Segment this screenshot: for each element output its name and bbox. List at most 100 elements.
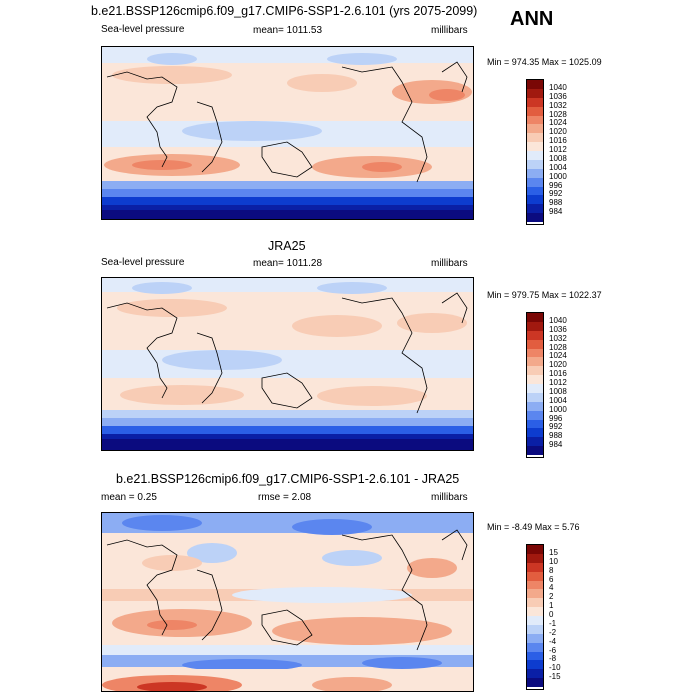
panel3-map [101, 512, 474, 692]
panel1-colorbar-tick-label: 996 [549, 180, 563, 190]
panel2-colorbar-bin [527, 446, 543, 455]
panel2-colorbar-tick-label: 1036 [549, 324, 567, 334]
panel3-colorbar-tick-label: 2 [549, 592, 554, 602]
panel1-colorbar-tick-label: 992 [549, 189, 563, 199]
panel3-colorbar-tick-label: 1 [549, 601, 554, 611]
panel3-colorbar-bin [527, 678, 543, 687]
panel3-colorbar-bin [527, 669, 543, 679]
panel2-colorbar-bin [527, 410, 543, 420]
panel1-colorbar-bin [527, 213, 543, 222]
panel1-colorbar-bin [527, 195, 543, 205]
panel3-colorbar-bin [527, 624, 543, 634]
panel1-colorbar-bin [527, 115, 543, 125]
panel1-colorbar-tick-label: 1020 [549, 127, 567, 137]
panel2-colorbar-bin [527, 375, 543, 384]
panel3-colorbar-bin [527, 651, 543, 661]
panel1-colorbar-tick-label: 1032 [549, 100, 567, 110]
panel2-colorbar-bin [527, 392, 543, 402]
panel1-colorbar-tick-label: 1000 [549, 171, 567, 181]
panel2-colorbar-bin [527, 348, 543, 358]
panel2-colorbar-bin [527, 419, 543, 429]
panel3-colorbar-bin [527, 580, 543, 590]
panel1-colorbar-tick-label: 1016 [549, 136, 567, 146]
panel3-minmax: Min = -8.49 Max = 5.76 [487, 522, 580, 532]
panel3-colorbar-tick-label: 10 [549, 556, 558, 566]
panel2-colorbar-bin [527, 384, 543, 393]
panel2-colorbar-bin [527, 366, 543, 376]
panel3-colorbar-tick-label: 15 [549, 547, 558, 557]
panel3-colorbar-bin [527, 545, 543, 554]
panel2-colorbar-bin [527, 321, 543, 331]
panel1-colorbar-tick-label: 1008 [549, 153, 567, 163]
panel1-colorbar-bin [527, 133, 543, 143]
panel3-colorbar-bin [527, 553, 543, 563]
panel3-colorbar-tick-label: -1 [549, 618, 557, 628]
panel3-colorbar-tick-label: -15 [549, 672, 561, 682]
panel3-colorbar-bin [527, 607, 543, 616]
panel2-title: JRA25 [268, 239, 306, 253]
panel3-colorbar-bin [527, 562, 543, 572]
panel1-colorbar-tick-label: 1040 [549, 82, 567, 92]
panel1-colorbar-tick-label: 1012 [549, 145, 567, 154]
panel3-colorbar-tick-label: -8 [549, 654, 557, 664]
panel3-colorbar-tick-label: -6 [549, 645, 557, 655]
panel2-colorbar-tick-label: 1004 [549, 395, 567, 405]
panel1-minmax: Min = 974.35 Max = 1025.09 [487, 57, 602, 67]
panel3-colorbar-tick-label: -10 [549, 663, 561, 673]
panel3-colorbar-bin [527, 616, 543, 625]
panel1-colorbar-bin [527, 80, 543, 89]
panel1-colorbar-tick-label: 1036 [549, 91, 567, 101]
panel3-colorbar-bin [527, 571, 543, 581]
panel2-colorbar-tick-label: 984 [549, 440, 563, 450]
panel1-colorbar-bin [527, 142, 543, 151]
panel2-colorbar-tick-label: 1000 [549, 404, 567, 414]
panel1-colorbar-bin [527, 97, 543, 107]
panel3-colorbar [526, 544, 544, 690]
panel2-map [101, 277, 474, 451]
panel1-colorbar-tick-label: 1028 [549, 109, 567, 119]
panel3-colorbar-tick-label: 4 [549, 583, 554, 593]
panel1-colorbar-tick-label: 988 [549, 198, 563, 208]
panel1-colorbar-bin [527, 204, 543, 214]
panel3-mean-label: mean = 0.25 [101, 492, 157, 503]
panel1-colorbar [526, 79, 544, 225]
panel3-colorbar-bin [527, 642, 543, 652]
panel2-minmax: Min = 979.75 Max = 1022.37 [487, 290, 602, 300]
panel2-colorbar-bin [527, 428, 543, 438]
panel2-colorbar-bin [527, 437, 543, 447]
panel1-colorbar-bin [527, 88, 543, 98]
panel3-colorbar-tick-label: 6 [549, 574, 554, 584]
panel2-colorbar-bin [527, 339, 543, 349]
panel1-variable-label: Sea-level pressure [101, 24, 185, 35]
panel1-colorbar-bin [527, 151, 543, 160]
panel1-colorbar-tick-label: 1004 [549, 162, 567, 172]
panel1-colorbar-bin [527, 177, 543, 187]
panel1-title: b.e21.BSSP126cmip6.f09_g17.CMIP6-SSP1-2.… [91, 4, 478, 18]
panel1-mean-label: mean= 1011.53 [253, 25, 323, 36]
panel1-map [101, 46, 474, 220]
panel2-colorbar-tick-label: 996 [549, 413, 563, 423]
panel2-colorbar-tick-label: 1012 [549, 378, 567, 387]
panel2-units-label: millibars [431, 258, 468, 269]
panel1-units-label: millibars [431, 25, 468, 36]
panel3-title: b.e21.BSSP126cmip6.f09_g17.CMIP6-SSP1-2.… [116, 472, 460, 486]
panel2-colorbar-tick-label: 992 [549, 422, 563, 432]
panel2-colorbar-bin [527, 401, 543, 411]
panel2-colorbar-bin [527, 330, 543, 340]
panel2-colorbar-tick-label: 1008 [549, 386, 567, 396]
panel1-colorbar-bin [527, 168, 543, 178]
panel2-variable-label: Sea-level pressure [101, 257, 185, 268]
panel1-colorbar-bin [527, 159, 543, 169]
panel3-units-label: millibars [431, 492, 468, 503]
panel3-colorbar-tick-label: 0 [549, 610, 554, 619]
panel2-colorbar-tick-label: 1024 [549, 351, 567, 361]
panel2-colorbar-tick-label: 1028 [549, 342, 567, 352]
panel2-colorbar-tick-label: 1016 [549, 369, 567, 379]
panel3-rmse-label: rmse = 2.08 [258, 492, 312, 503]
panel1-colorbar-bin [527, 124, 543, 134]
panel1-colorbar-tick-label: 984 [549, 207, 563, 217]
panel2-colorbar-bin [527, 357, 543, 367]
panel3-colorbar-bin [527, 633, 543, 643]
panel3-colorbar-bin [527, 598, 543, 608]
panel1-colorbar-bin [527, 186, 543, 196]
